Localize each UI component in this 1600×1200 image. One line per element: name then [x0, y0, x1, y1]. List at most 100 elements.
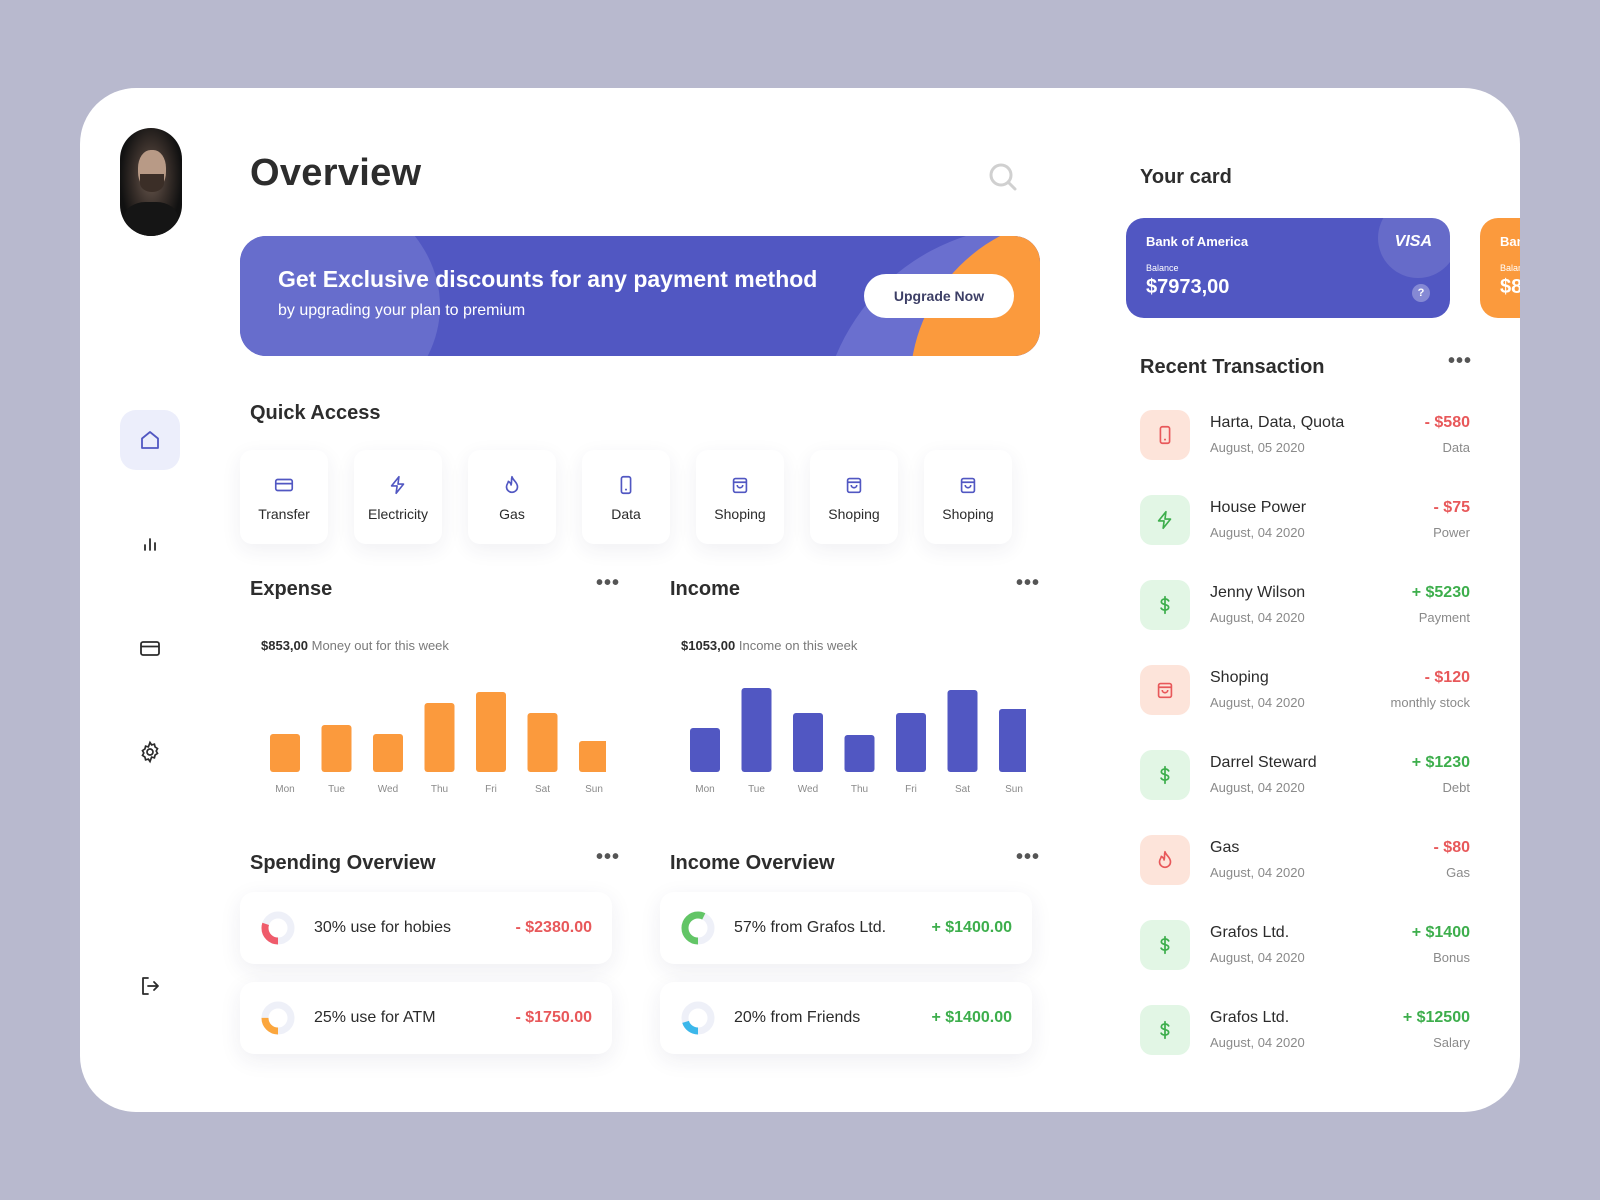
overview-item-amount: + $1400.00 — [931, 919, 1012, 936]
donut-chart-icon — [681, 1001, 715, 1035]
transaction-row[interactable]: Gas August, 04 2020 - $80 Gas — [1140, 835, 1470, 889]
transaction-amount: - $75 — [1433, 499, 1470, 516]
bar-sat[interactable] — [527, 713, 558, 772]
bar-sun[interactable] — [579, 741, 606, 772]
bar-fri[interactable] — [896, 713, 926, 772]
quick-access-shoping[interactable]: Shoping — [924, 450, 1012, 544]
bag-icon — [960, 477, 976, 494]
help-icon[interactable]: ? — [1412, 284, 1430, 302]
spending-overview-more-button[interactable]: ••• — [596, 846, 621, 868]
bar-tue[interactable] — [741, 688, 772, 772]
bar-sat[interactable] — [947, 690, 978, 772]
donut-segment — [261, 911, 295, 945]
transaction-name: Grafos Ltd. — [1210, 924, 1290, 941]
expense-more-button[interactable]: ••• — [596, 572, 621, 594]
bar-tue[interactable] — [321, 725, 352, 772]
logout-nav-button[interactable] — [120, 956, 180, 1016]
quick-access-transfer[interactable]: Transfer — [240, 450, 328, 544]
x-tick-label: Thu — [851, 784, 868, 795]
bolt-icon — [1157, 510, 1172, 530]
transaction-name: Gas — [1210, 839, 1240, 856]
income-overview-more-button[interactable]: ••• — [1016, 846, 1041, 868]
bank-card-orange[interactable]: Bank of America Balance $8073,00 — [1480, 218, 1520, 318]
transaction-name: Darrel Steward — [1210, 754, 1317, 771]
bar-wed[interactable] — [373, 734, 403, 772]
bar-mon[interactable] — [690, 728, 720, 772]
home-nav-button[interactable] — [120, 410, 180, 470]
income-title: Income — [670, 578, 741, 600]
overview-item-label: 25% use for ATM — [314, 1009, 436, 1026]
quick-access-electricity[interactable]: Electricity — [354, 450, 442, 544]
transaction-name: Harta, Data, Quota — [1210, 414, 1345, 431]
bank-card-visa[interactable]: Bank of America Balance $7973,00 VISA ? — [1126, 218, 1450, 318]
gear-icon — [141, 740, 159, 764]
income-amount: $1053,00 — [681, 638, 736, 653]
quick-access-label: Shoping — [714, 506, 766, 522]
x-tick-label: Wed — [798, 784, 818, 795]
transaction-row[interactable]: Harta, Data, Quota August, 05 2020 - $58… — [1140, 410, 1470, 464]
quick-access-data[interactable]: Data — [582, 450, 670, 544]
transaction-category: Data — [1442, 440, 1470, 455]
transaction-category: Gas — [1446, 865, 1470, 880]
card-bank-name: Bank of America — [1500, 234, 1520, 249]
settings-nav-button[interactable] — [120, 722, 180, 782]
overview-item-label: 57% from Grafos Ltd. — [734, 919, 887, 936]
x-tick-label: Mon — [695, 784, 714, 795]
income-more-button[interactable]: ••• — [1016, 572, 1041, 594]
transaction-date: August, 05 2020 — [1210, 440, 1305, 455]
transaction-row[interactable]: Grafos Ltd. August, 04 2020 + $12500 Sal… — [1140, 1005, 1470, 1059]
transaction-date: August, 04 2020 — [1210, 525, 1305, 540]
spending-overview-title: Spending Overview — [250, 852, 436, 874]
stats-nav-button[interactable] — [120, 514, 180, 574]
transaction-date: August, 04 2020 — [1210, 865, 1305, 880]
quick-access-label: Transfer — [258, 506, 310, 522]
quick-access-shoping[interactable]: Shoping — [696, 450, 784, 544]
avatar[interactable] — [120, 128, 182, 236]
bar-sun[interactable] — [999, 709, 1026, 772]
transaction-row[interactable]: Darrel Steward August, 04 2020 + $1230 D… — [1140, 750, 1470, 804]
quick-access-shoping[interactable]: Shoping — [810, 450, 898, 544]
income-overview-item[interactable]: 20% from Friends + $1400.00 — [660, 982, 1032, 1054]
card-balance-label: Balance — [1500, 263, 1520, 273]
transaction-amount: - $120 — [1424, 669, 1470, 686]
income-caption: $1053,00 Income on this week — [681, 638, 857, 653]
transaction-amount: + $5230 — [1411, 584, 1470, 601]
banner-headline: Get Exclusive discounts for any payment … — [278, 266, 818, 292]
transaction-name: Jenny Wilson — [1210, 584, 1306, 601]
x-tick-label: Wed — [378, 784, 398, 795]
bar-fri[interactable] — [476, 692, 506, 772]
bar-thu[interactable] — [424, 703, 455, 772]
spending-overview-item[interactable]: 30% use for hobies - $2380.00 — [240, 892, 612, 964]
transaction-row[interactable]: Shoping August, 04 2020 - $120 monthly s… — [1140, 665, 1470, 719]
card-balance: $8073,00 — [1500, 276, 1520, 298]
bar-thu[interactable] — [844, 735, 875, 772]
cards-nav-button[interactable] — [120, 618, 180, 678]
dollar-icon — [1160, 765, 1170, 785]
transactions-more-button[interactable]: ••• — [1448, 350, 1473, 372]
bar-mon[interactable] — [270, 734, 300, 772]
donut-segment — [681, 1001, 715, 1035]
bag-icon — [1157, 682, 1173, 699]
home-icon — [141, 431, 159, 449]
overview-item-label: 30% use for hobies — [314, 919, 451, 936]
recent-transaction-title: Recent Transaction — [1140, 356, 1325, 378]
quick-access-label: Electricity — [368, 506, 428, 522]
transaction-date: August, 04 2020 — [1210, 1035, 1305, 1050]
donut-segment — [681, 911, 715, 945]
quick-access-label: Gas — [499, 506, 525, 522]
upgrade-now-button[interactable]: Upgrade Now — [864, 274, 1014, 318]
transaction-row[interactable]: House Power August, 04 2020 - $75 Power — [1140, 495, 1470, 549]
income-overview-item[interactable]: 57% from Grafos Ltd. + $1400.00 — [660, 892, 1032, 964]
x-tick-label: Fri — [485, 784, 497, 795]
spending-overview-item[interactable]: 25% use for ATM - $1750.00 — [240, 982, 612, 1054]
search-icon[interactable] — [988, 162, 1018, 192]
transaction-date: August, 04 2020 — [1210, 610, 1305, 625]
transaction-category: Bonus — [1433, 950, 1470, 965]
overview-item-amount: + $1400.00 — [931, 1009, 1012, 1026]
transaction-row[interactable]: Jenny Wilson August, 04 2020 + $5230 Pay… — [1140, 580, 1470, 634]
donut-segment — [261, 1001, 295, 1035]
transaction-row[interactable]: Grafos Ltd. August, 04 2020 + $1400 Bonu… — [1140, 920, 1470, 974]
transaction-amount: + $1230 — [1411, 754, 1470, 771]
quick-access-gas[interactable]: Gas — [468, 450, 556, 544]
bar-wed[interactable] — [793, 713, 823, 772]
